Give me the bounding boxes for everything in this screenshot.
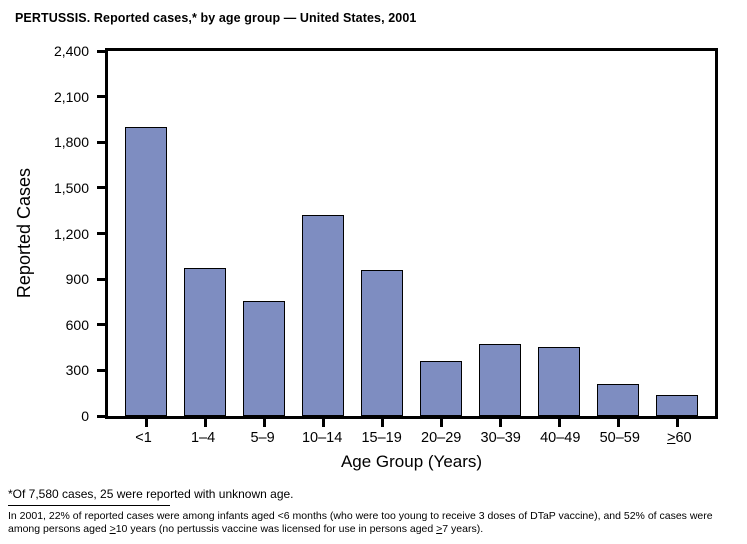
gte-symbol: > <box>109 523 116 536</box>
bar <box>361 270 403 416</box>
bar <box>597 384 639 416</box>
bar <box>538 346 580 416</box>
x-axis-title: Age Group (Years) <box>340 452 483 471</box>
y-tick-label: 1,200 <box>53 225 89 242</box>
y-tick-mark <box>97 140 105 144</box>
x-tick-mark <box>675 419 679 427</box>
y-tick-label: 300 <box>65 362 89 379</box>
x-axis-label: 40–49 <box>540 430 581 446</box>
y-tick-mark <box>97 414 105 418</box>
x-axis-label: 20–29 <box>421 430 462 446</box>
bar-cell <box>538 51 580 427</box>
y-axis-title-wrap: Reported Cases <box>12 48 36 419</box>
x-axis-label: 10–14 <box>301 430 343 446</box>
y-tick-mark <box>97 186 105 190</box>
y-tick-mark <box>97 277 105 281</box>
x-tick-mark <box>557 419 561 427</box>
bar <box>420 360 462 416</box>
y-tick-mark <box>97 323 105 327</box>
x-tick-mark <box>380 419 384 427</box>
bar-cell <box>479 51 521 427</box>
x-axis-label: 50–59 <box>599 430 640 446</box>
footnote-asterisk: *Of 7,580 cases, 25 were reported with u… <box>8 487 294 501</box>
bar-cell <box>243 51 285 427</box>
x-axis-label: >60 <box>667 430 692 446</box>
bar <box>302 214 344 416</box>
y-tick-label: 900 <box>65 271 89 288</box>
x-axis-label: 15–19 <box>361 430 402 446</box>
x-tick-mark <box>498 419 502 427</box>
x-tick-mark <box>321 419 325 427</box>
x-tick-mark <box>203 419 207 427</box>
bar <box>479 343 521 416</box>
chart-title: PERTUSSIS. Reported cases,* by age group… <box>15 11 417 25</box>
y-tick-label: 600 <box>65 316 89 333</box>
x-axis-label: 5–9 <box>250 430 275 446</box>
bar-cell <box>184 51 226 427</box>
bar-cell <box>656 51 698 427</box>
bar-cell <box>597 51 639 427</box>
x-tick-mark <box>144 419 148 427</box>
footnote-divider <box>8 505 170 506</box>
bar <box>184 267 226 416</box>
footnote-detail: In 2001, 22% of reported cases were amon… <box>8 510 713 536</box>
x-tick-mark <box>616 419 620 427</box>
x-axis-label: 30–39 <box>480 430 521 446</box>
bar <box>243 301 285 416</box>
bars-container <box>108 51 715 427</box>
gte-symbol: > <box>436 523 443 536</box>
y-tick-mark <box>97 95 105 99</box>
bar <box>125 127 167 416</box>
bar-cell <box>361 51 403 427</box>
gte-symbol: > <box>667 430 676 446</box>
x-tick-mark <box>439 419 443 427</box>
x-axis-label: <1 <box>135 430 152 446</box>
y-tick-label: 2,400 <box>53 43 89 59</box>
y-tick-label: 0 <box>81 408 89 424</box>
bar-cell <box>302 51 344 427</box>
y-tick-mark <box>97 232 105 235</box>
y-tick-label: 2,100 <box>53 88 89 105</box>
x-axis-labels: <1 1–4 5–9 10–14 15–19 20–29 30–39 40–49 50–59 >6… <box>105 430 718 446</box>
y-axis-title: Reported Cases <box>13 168 34 299</box>
bar <box>656 395 698 416</box>
bar-cell <box>125 51 167 427</box>
y-tick-mark <box>97 49 105 53</box>
y-tick-label: 1,800 <box>53 134 89 151</box>
x-tick-mark <box>262 419 266 427</box>
y-tick-label: 1,500 <box>53 179 89 196</box>
y-tick-mark <box>97 368 105 372</box>
bar-cell <box>420 51 462 427</box>
x-axis-label: 1–4 <box>190 430 216 446</box>
y-axis-labels: 0 300 600 900 1,200 1,500 1,800 2,100 2,400 <box>42 43 97 424</box>
plot-area <box>97 48 718 427</box>
